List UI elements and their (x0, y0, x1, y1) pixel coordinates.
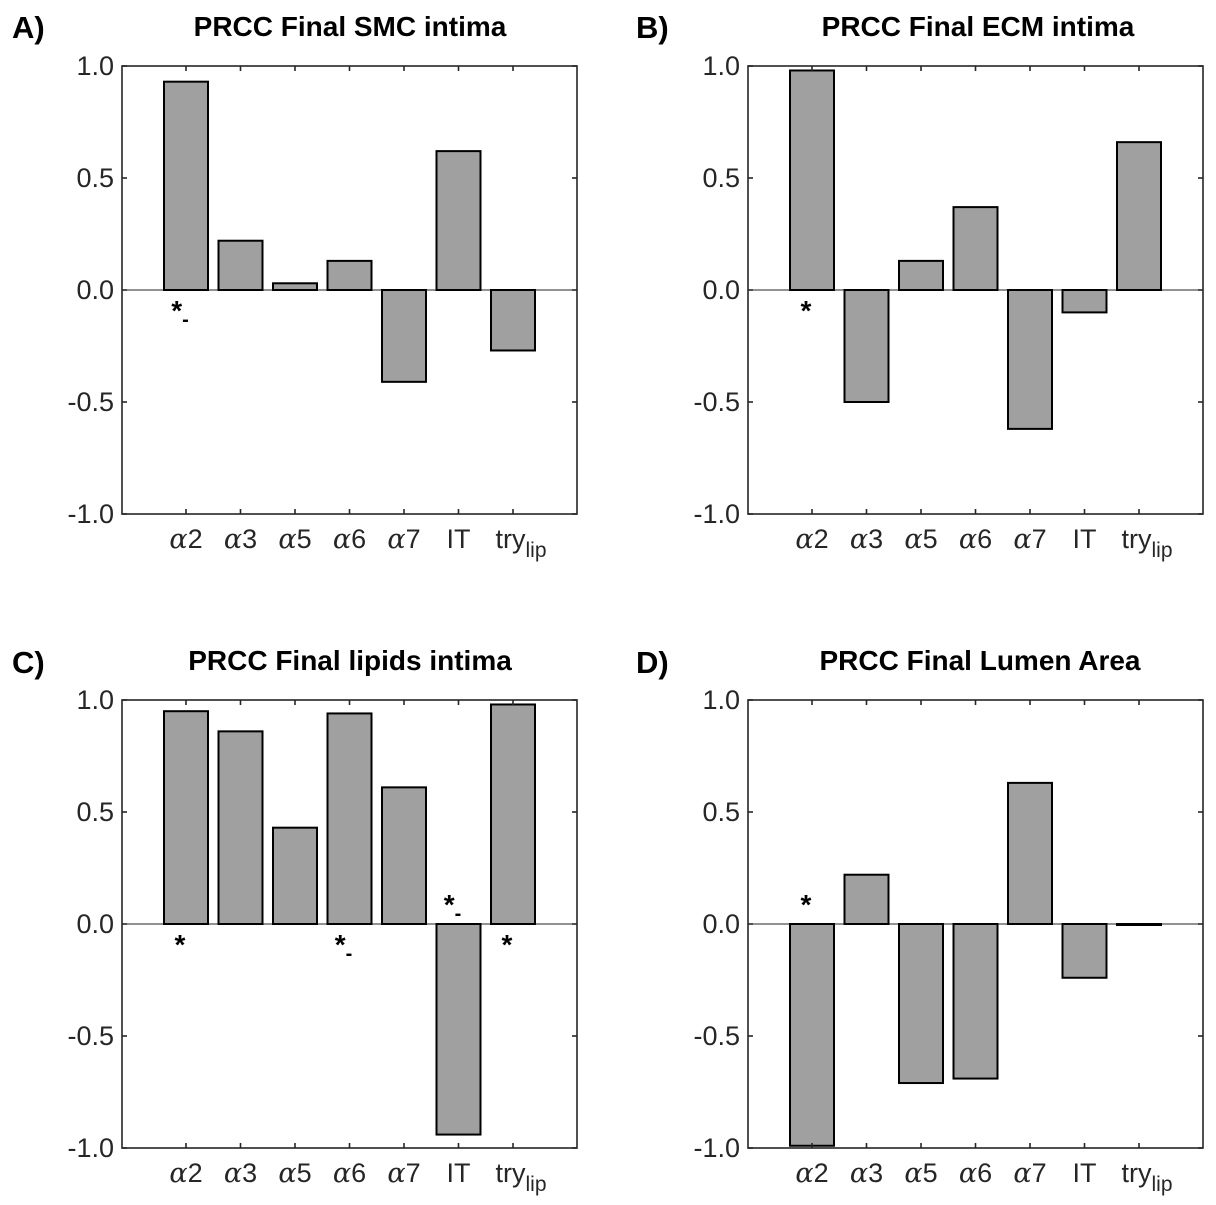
panel-d-ytick-label: 0.0 (702, 909, 740, 939)
panel-c-ytick-label: 1.0 (76, 685, 114, 715)
panel-c-category-label: α3 (224, 1158, 257, 1189)
panel-b-category-label: α5 (904, 524, 937, 555)
panel-a-title: PRCC Final SMC intima (194, 11, 507, 42)
panel-b-ytick-label: -0.5 (693, 387, 740, 417)
panel-c-title: PRCC Final lipids intima (188, 645, 512, 676)
panel-d-category-label: α3 (850, 1158, 883, 1189)
panel-a-ytick-label: 1.0 (76, 51, 114, 81)
panel-d-letter: D) (636, 645, 669, 680)
panel-d-significance-mark: * (801, 889, 812, 920)
panel-d-category-label: α2 (795, 1158, 828, 1189)
panel-a-ytick-label: -1.0 (67, 499, 114, 529)
panel-d-bar-3 (898, 923, 944, 1085)
panel-c-bar-3 (272, 826, 318, 925)
panel-a-bar-6 (435, 150, 482, 291)
panel-b-bar-2 (843, 289, 890, 403)
panel-b-bar-6 (1061, 289, 1108, 314)
panel-c-significance-mark: * (502, 929, 513, 960)
panel-d-bar-2 (843, 873, 890, 925)
panel-d-bar-7 (1116, 923, 1162, 926)
panel-a-bar-1 (163, 80, 209, 292)
panel-b-category-label: α7 (1013, 524, 1046, 555)
panel-b-ytick-label: 0.5 (702, 163, 740, 193)
panel-b-category-label: IT (1073, 524, 1097, 554)
panel-a-category-label: α3 (224, 524, 257, 555)
panel-b-bar-3 (898, 259, 944, 292)
panel-d-bar-4 (952, 923, 999, 1080)
panel-a-category-label: α7 (387, 524, 420, 555)
panel-a-category-label: α2 (169, 524, 202, 555)
panel-b-category-label: α6 (959, 524, 992, 555)
panel-a-bar-4 (326, 259, 373, 292)
panel-b-significance-mark: * (801, 295, 812, 326)
panel-b: B) PRCC Final ECM intima -1.0 -0.5 0.0 0.5 1… (636, 10, 1204, 562)
panel-a-category-label: α6 (333, 524, 366, 555)
panel-c-significance-mark: *- (444, 889, 462, 925)
panel-c-letter: C) (12, 645, 45, 680)
panel-a-bar-5 (381, 289, 427, 383)
panel-a-letter: A) (12, 10, 45, 45)
panel-b-letter: B) (636, 10, 669, 45)
panel-c-category-label: α7 (387, 1158, 420, 1189)
panel-d: D) PRCC Final Lumen Area -1.0 -0.5 0.0 0.5 1… (636, 645, 1204, 1196)
panel-a-bar-3 (272, 282, 318, 291)
panel-d-category-label: trylip (1121, 1158, 1172, 1196)
panel-a-bar-7 (490, 289, 536, 352)
panel-c-bar-1 (163, 710, 209, 926)
panel-c-ytick-label: 0.5 (76, 797, 114, 827)
panel-d-category-label: α6 (959, 1158, 992, 1189)
panel-b-bar-1 (789, 69, 835, 292)
panel-b-ytick-label: -1.0 (693, 499, 740, 529)
panel-c-bar-5 (381, 786, 427, 925)
panel-c-category-label: α6 (333, 1158, 366, 1189)
panel-d-ytick-label: 1.0 (702, 685, 740, 715)
panel-c-bar-7 (490, 703, 536, 925)
panel-d-ytick-label: -1.0 (693, 1133, 740, 1163)
panel-b-category-label: α3 (850, 524, 883, 555)
panel-d-category-label: IT (1073, 1158, 1097, 1188)
panel-a-ytick-label: -0.5 (67, 387, 114, 417)
panel-c-significance-mark: * (175, 929, 186, 960)
panel-b-category-label: trylip (1121, 524, 1172, 562)
panel-a-significance-mark: *- (171, 295, 189, 331)
panel-a-ytick-label: 0.0 (76, 275, 114, 305)
panel-d-category-label: α7 (1013, 1158, 1046, 1189)
panel-a-category-label: IT (447, 524, 471, 554)
panel-d-bar-1 (789, 923, 835, 1147)
panel-c-category-label: α2 (169, 1158, 202, 1189)
panel-c-ytick-label: 0.0 (76, 909, 114, 939)
panel-b-title: PRCC Final ECM intima (822, 11, 1135, 42)
panel-b-bar-5 (1007, 289, 1053, 430)
panel-c-significance-mark: *- (335, 929, 353, 965)
panel-c-ytick-label: -1.0 (67, 1133, 114, 1163)
panel-b-bar-7 (1116, 141, 1162, 291)
panel-c: C) PRCC Final lipids intima -1.0 -0.5 0.0 0… (12, 645, 578, 1196)
panel-d-ytick-label: -0.5 (693, 1021, 740, 1051)
panel-c-bar-6 (435, 923, 482, 1136)
panel-a-category-label: trylip (495, 524, 546, 562)
panel-b-ytick-label: 0.0 (702, 275, 740, 305)
panel-d-ytick-label: 0.5 (702, 797, 740, 827)
panel-c-bar-2 (217, 730, 264, 925)
panel-c-category-label: trylip (495, 1158, 546, 1196)
panel-b-ytick-label: 1.0 (702, 51, 740, 81)
panel-c-category-label: IT (447, 1158, 471, 1188)
panel-a-bar-2 (217, 239, 264, 291)
panel-d-category-label: α5 (904, 1158, 937, 1189)
panel-b-bar-4 (952, 206, 999, 291)
panel-a-ytick-label: 0.5 (76, 163, 114, 193)
panel-d-title: PRCC Final Lumen Area (819, 645, 1140, 676)
panel-d-bar-6 (1061, 923, 1108, 979)
panel-c-ytick-label: -0.5 (67, 1021, 114, 1051)
panel-c-bar-4 (326, 712, 373, 925)
panel-d-bar-5 (1007, 781, 1053, 925)
panel-c-category-label: α5 (278, 1158, 311, 1189)
panel-a-category-label: α5 (278, 524, 311, 555)
panel-a: A) PRCC Final SMC intima -1.0 -0.5 0.0 0.5 1… (12, 10, 578, 562)
panel-b-category-label: α2 (795, 524, 828, 555)
